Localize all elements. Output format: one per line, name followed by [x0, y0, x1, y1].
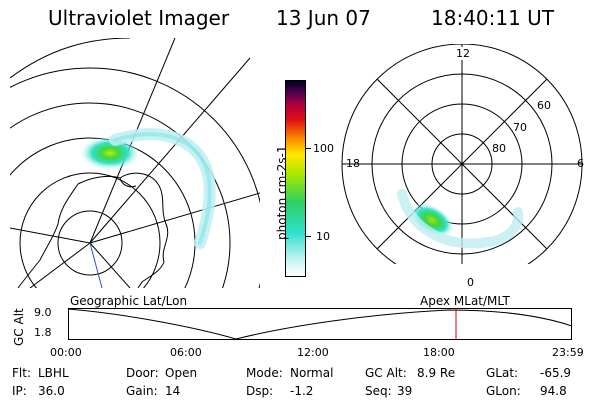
mlt-label-18: 18 [346, 157, 360, 170]
meridian-line [29, 242, 91, 288]
altitude-axis-label: GC Alt [12, 308, 26, 346]
time-tick-1800: 18:00 [423, 346, 455, 359]
apex-projection-label: Apex MLat/MLT [420, 294, 510, 308]
mlt-label-12: 12 [455, 47, 471, 60]
mode-value: Normal [290, 366, 334, 380]
lat-circle [10, 102, 231, 288]
mlat-label-80: 80 [492, 142, 506, 155]
mlat-label-70: 70 [513, 121, 527, 134]
colorbar-tick-10: 10 [316, 230, 330, 243]
meridian-line [10, 227, 91, 244]
ip-label: IP: [12, 384, 27, 398]
mlat-label-60: 60 [537, 99, 551, 112]
lat-circle [10, 67, 260, 288]
coastline [17, 172, 169, 288]
door-value: Open [165, 366, 198, 380]
meridian-line [89, 57, 251, 244]
mlt-label-6: 6 [577, 157, 584, 170]
altitude-tick-high: 9.0 [34, 306, 52, 319]
colorbar-tickmark [306, 148, 311, 149]
glon-value: 94.8 [540, 384, 567, 398]
time-tick-1200: 12:00 [297, 346, 329, 359]
time-tick-0600: 06:00 [170, 346, 202, 359]
colorbar-tickmark [306, 236, 311, 237]
altitude-tick-low: 1.8 [34, 326, 52, 339]
gain-label: Gain: [126, 384, 158, 398]
observation-date: 13 Jun 07 [276, 6, 371, 30]
dsp-value: -1.2 [290, 384, 314, 398]
gcalt-label: GC Alt: [365, 366, 407, 380]
gain-value: 14 [165, 384, 181, 398]
colorbar [285, 80, 306, 277]
lat-circle [57, 210, 123, 276]
glat-label: GLat: [486, 366, 519, 380]
altitude-curve [68, 308, 572, 340]
mlt-axis-diagonal [376, 78, 548, 250]
dsp-label: Dsp: [246, 384, 274, 398]
observation-time: 18:40:11 UT [431, 6, 555, 30]
geographic-map [10, 38, 260, 288]
geographic-projection-label: Geographic Lat/Lon [70, 294, 188, 308]
seq-label: Seq: [365, 384, 392, 398]
filter-value: LBHL [38, 366, 69, 380]
mlt-label-0: 0 [466, 276, 475, 289]
ip-value: 36.0 [38, 384, 65, 398]
colorbar-label: photon cm-2s-1 [275, 145, 289, 241]
mlt-polar-plot [341, 44, 583, 264]
glon-label: GLon: [486, 384, 521, 398]
door-label: Door: [126, 366, 159, 380]
time-tick-2359: 23:59 [552, 346, 584, 359]
mode-label: Mode: [246, 366, 283, 380]
colorbar-tick-100: 100 [313, 142, 334, 155]
meridian-line [89, 242, 131, 288]
seq-value: 39 [397, 384, 413, 398]
time-tick-0000: 00:00 [50, 346, 82, 359]
altitude-timeline [68, 308, 572, 340]
gcalt-value: 8.9 Re [417, 366, 456, 380]
aurora-emission [80, 136, 140, 170]
lat-circle [19, 172, 161, 288]
instrument-title: Ultraviolet Imager [48, 6, 230, 30]
filter-label: Flt: [12, 366, 31, 380]
meridian-line [89, 192, 260, 244]
glat-value: -65.9 [540, 366, 572, 380]
